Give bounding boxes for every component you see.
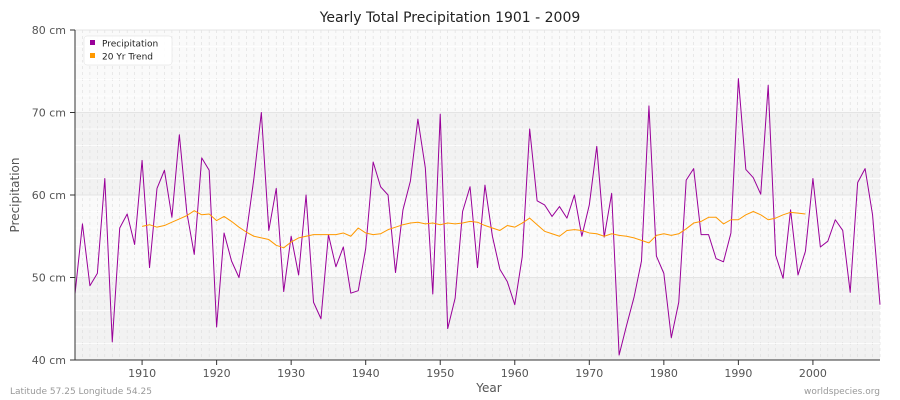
y-tick-label: 80 cm — [32, 24, 66, 37]
y-tick-label: 40 cm — [32, 354, 66, 367]
x-tick-label: 1910 — [128, 367, 156, 380]
chart-title: Yearly Total Precipitation 1901 - 2009 — [319, 10, 581, 26]
x-tick-label: 1940 — [352, 367, 380, 380]
x-tick-label: 1990 — [724, 367, 752, 380]
footer-source: worldspecies.org — [804, 387, 880, 397]
legend: Precipitation 20 Yr Trend — [83, 35, 173, 66]
x-tick-label: 1980 — [650, 367, 678, 380]
series-layer — [74, 78, 881, 356]
legend-swatch-precipitation — [90, 40, 95, 45]
x-axis-title: Year — [475, 381, 501, 395]
legend-box — [83, 35, 173, 66]
y-axis-ticks: 40 cm 50 cm 60 cm 70 cm 80 cm — [32, 24, 75, 367]
y-axis-title: Precipitation — [8, 157, 22, 232]
x-tick-label: 2000 — [799, 367, 827, 380]
gridlines — [74, 29, 881, 361]
x-tick-label: 1920 — [203, 367, 231, 380]
legend-label-trend: 20 Yr Trend — [102, 53, 153, 63]
legend-label-precipitation: Precipitation — [102, 40, 158, 50]
x-axis-ticks: 1910 1920 1930 1940 1950 1960 1970 1980 1990 2000 — [128, 360, 827, 380]
x-tick-label: 1970 — [575, 367, 603, 380]
legend-swatch-trend — [90, 53, 95, 58]
x-tick-label: 1930 — [277, 367, 305, 380]
y-tick-label: 60 cm — [32, 189, 66, 202]
footer-location: Latitude 57.25 Longitude 54.25 — [10, 387, 152, 397]
y-tick-label: 70 cm — [32, 107, 66, 120]
x-tick-label: 1950 — [426, 367, 454, 380]
series-line-precipitation — [74, 78, 881, 356]
series-line-trend — [141, 210, 806, 249]
y-tick-label: 50 cm — [32, 272, 66, 285]
x-tick-label: 1960 — [501, 367, 529, 380]
